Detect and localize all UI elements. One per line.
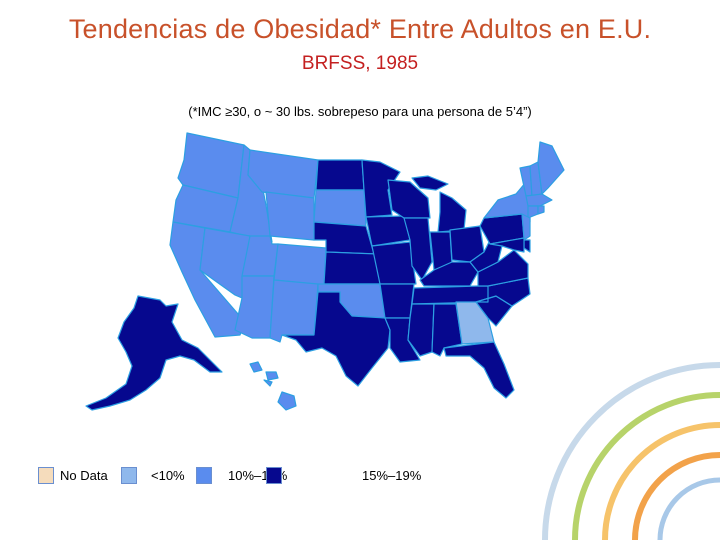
state-MA (525, 193, 553, 207)
state-NV (199, 227, 251, 299)
state-MN (361, 159, 401, 218)
legend-label-no-data: No Data (60, 468, 108, 483)
legend-label-lt10: <10% (151, 468, 185, 483)
state-VA (477, 249, 529, 287)
page-title: Tendencias de Obesidad* Entre Adultos en… (68, 14, 652, 44)
legend-swatch-no-data (38, 467, 54, 484)
state-MI-UP (411, 175, 449, 191)
page-subtitle: BRFSS, 1985 (301, 53, 419, 74)
legend-label-15-19: 15%–19% (362, 468, 422, 483)
state-GA (455, 301, 495, 345)
state-FL (443, 341, 515, 399)
state-WI (387, 179, 431, 219)
legend-swatch-15-19 (266, 467, 282, 484)
bmi-note: (*IMC ≥30, o ~ 30 lbs. sobrepeso para un… (188, 104, 532, 119)
state-NC (475, 277, 531, 307)
state-AK (85, 295, 223, 411)
legend-swatch-lt10 (121, 467, 137, 484)
state-MO (371, 241, 417, 285)
state-MD (489, 237, 525, 253)
state-NJ (521, 213, 531, 241)
state-HI (249, 361, 297, 411)
state-TX (281, 291, 391, 387)
state-RI (537, 205, 545, 215)
legend-swatch-10-14 (196, 467, 212, 484)
